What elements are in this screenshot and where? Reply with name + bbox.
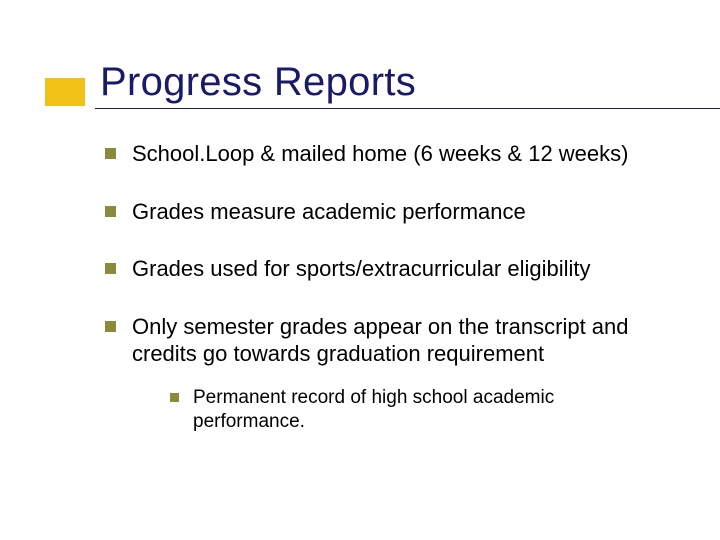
slide-title: Progress Reports (100, 60, 670, 105)
accent-box (45, 78, 85, 106)
bullet-list: School.Loop & mailed home (6 weeks & 12 … (105, 140, 670, 435)
bullet-item: School.Loop & mailed home (6 weeks & 12 … (105, 140, 670, 168)
bullet-text: Grades measure academic performance (132, 198, 670, 226)
bullet-text: Grades used for sports/extracurricular e… (132, 255, 670, 283)
square-bullet-icon (105, 148, 116, 159)
bullet-text: Only semester grades appear on the trans… (132, 313, 670, 368)
title-area: Progress Reports (100, 60, 670, 105)
bullet-text: School.Loop & mailed home (6 weeks & 12 … (132, 140, 670, 168)
sub-bullet-text: Permanent record of high school academic… (193, 386, 670, 435)
bullet-item: Only semester grades appear on the trans… (105, 313, 670, 435)
square-bullet-icon (105, 206, 116, 217)
sub-bullet-item: Permanent record of high school academic… (170, 386, 670, 435)
square-bullet-icon (105, 263, 116, 274)
square-bullet-icon (170, 393, 179, 402)
title-underline (95, 107, 720, 109)
square-bullet-icon (105, 321, 116, 332)
slide: Progress Reports School.Loop & mailed ho… (0, 0, 720, 540)
bullet-item: Grades used for sports/extracurricular e… (105, 255, 670, 283)
bullet-item: Grades measure academic performance (105, 198, 670, 226)
sub-bullet-list: Permanent record of high school academic… (170, 386, 670, 435)
